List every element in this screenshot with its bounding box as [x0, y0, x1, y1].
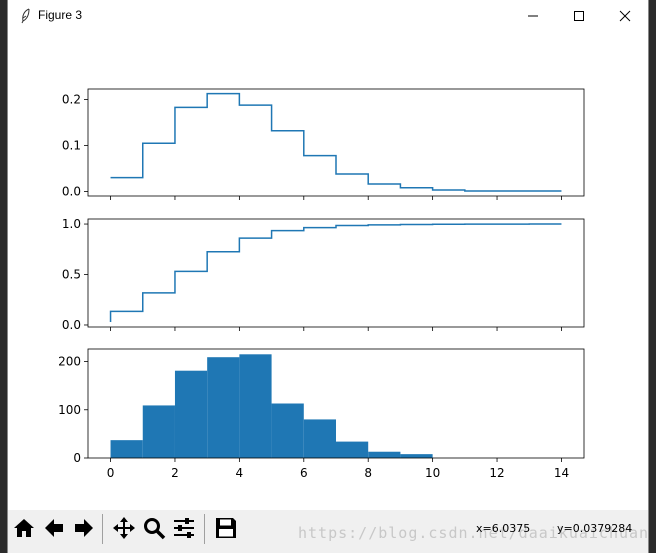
subplot-1-ytick-label: 0.0 [62, 184, 81, 198]
navigation-toolbar: https://blog.csdn.net/daaikuaichuan x=6.… [8, 510, 648, 553]
figure-canvas[interactable]: 0.0 0.1 0.2 0.0 0.5 1.0 0 100 200 0 2 4 6 8 10 12 14 [8, 32, 648, 510]
background-left [0, 0, 8, 553]
toolbar-separator [102, 514, 103, 544]
subplot-3-bar [142, 405, 175, 458]
subplot-2-series-line [109, 223, 562, 322]
maximize-button[interactable] [556, 0, 602, 32]
close-icon [619, 10, 631, 22]
subplot-2-ytick-label: 1.0 [62, 217, 81, 231]
title-bar[interactable]: Figure 3 [8, 0, 648, 32]
subplot-3-xtick-label: 2 [171, 466, 179, 480]
pan-button[interactable] [110, 513, 138, 543]
subplot-3-bar [271, 403, 304, 458]
subplot-3-bar [400, 454, 433, 458]
subplot-3-xtick-label: 8 [364, 466, 372, 480]
subplot-1-series-line [110, 92, 562, 192]
home-button[interactable] [10, 513, 38, 543]
window-title: Figure 3 [38, 8, 83, 22]
toolbar-separator [204, 514, 205, 544]
subplot-3-bar [207, 357, 240, 458]
configure-subplots-button[interactable] [170, 513, 198, 543]
configure-subplots-icon [174, 518, 194, 538]
subplot-3-ytick-label: 200 [58, 355, 81, 369]
back-icon [45, 519, 63, 537]
subplot-1-ytick-label: 0.1 [62, 138, 81, 152]
zoom-icon [144, 518, 166, 540]
subplot-1-axes-frame [87, 88, 585, 197]
subplot-2-ytick-label: 0.5 [62, 268, 81, 282]
forward-button[interactable] [70, 513, 98, 543]
home-icon [14, 519, 34, 537]
save-icon [216, 518, 236, 538]
save-button[interactable] [212, 513, 240, 543]
subplot-3-bar [303, 419, 336, 458]
subplot-3-ytick-label: 0 [73, 451, 81, 465]
subplot-2-ytick-label: 0.0 [62, 318, 81, 332]
background-right [648, 0, 656, 553]
subplot-3-bar [239, 354, 272, 458]
watermark: https://blog.csdn.net/daaikuaichuan [298, 524, 650, 542]
subplot-3-axes-frame [87, 348, 585, 459]
subplot-3-xtick-label: 10 [425, 466, 440, 480]
minimize-button[interactable] [510, 0, 556, 32]
zoom-button[interactable] [140, 513, 168, 543]
subplot-3-ytick-label: 100 [58, 403, 81, 417]
subplot-2-axes-frame [87, 218, 585, 328]
subplot-1-ytick-label: 0.2 [62, 93, 81, 107]
subplot-3-xtick-label: 0 [107, 466, 115, 480]
subplot-3-xtick-label: 14 [554, 466, 569, 480]
pan-icon [113, 517, 135, 539]
forward-icon [75, 519, 93, 537]
minimize-icon [528, 15, 538, 17]
maximize-icon [574, 11, 584, 21]
x-coordinate-readout: x=6.0375 [476, 522, 531, 535]
subplot-3-xtick-label: 12 [489, 466, 504, 480]
subplot-3-bar [336, 441, 369, 458]
subplot-3-bar [174, 370, 208, 458]
figure-window: Figure 3 0.0 0.1 0.2 0.0 0.5 1.0 0 100 200 0 2 4 6 8 1… [8, 0, 648, 553]
subplot-3-xtick-label: 6 [300, 466, 308, 480]
subplot-3-bar [110, 440, 143, 458]
back-button[interactable] [40, 513, 68, 543]
y-coordinate-readout: y=0.0379284 [557, 522, 633, 535]
subplot-3-bar [368, 451, 401, 458]
subplot-3-xtick-label: 4 [236, 466, 244, 480]
close-button[interactable] [602, 0, 648, 32]
feather-icon [21, 8, 30, 24]
